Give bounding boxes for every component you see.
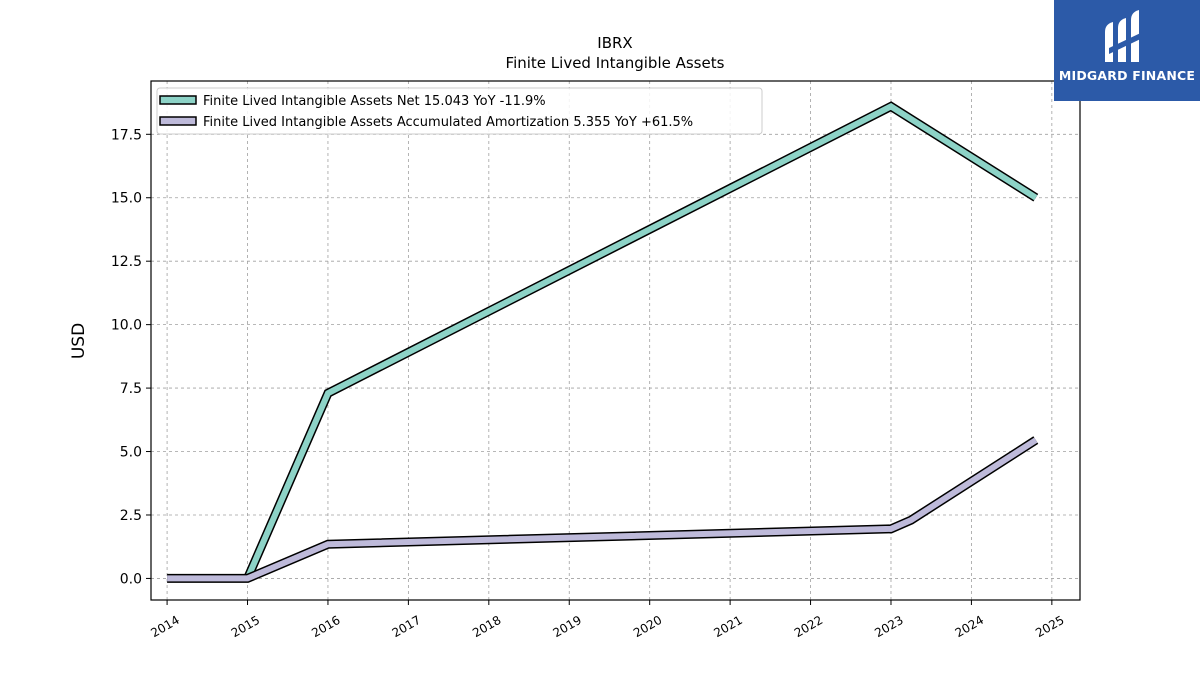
plot-frame (150, 80, 1081, 601)
legend-label: Finite Lived Intangible Assets Accumulat… (203, 115, 693, 130)
y-tick-label: 10.0 (111, 318, 142, 334)
logo-text: MIDGARD FINANCE (1058, 68, 1196, 83)
series-layer (167, 101, 1039, 583)
legend-swatch (159, 116, 197, 126)
x-tick-label: 2014 (148, 613, 181, 640)
brand-logo: MIDGARD FINANCE (1054, 0, 1200, 101)
y-tick-label: 12.5 (111, 254, 142, 270)
x-ticks: 2014 2015 2016 2017 2018 2019 2020 2021 2022 2023… (148, 600, 1067, 640)
y-tick-label: 5.0 (120, 445, 142, 461)
x-tick-label: 2021 (711, 613, 744, 640)
x-tick-label: 2017 (390, 613, 423, 640)
x-tick-label: 2025 (1033, 613, 1066, 640)
legend-swatch (159, 95, 197, 105)
x-tick-label: 2024 (953, 613, 986, 640)
x-tick-label: 2019 (551, 613, 584, 640)
series-line-2 (167, 437, 1038, 582)
series-line-1 (244, 102, 1038, 580)
x-tick-label: 2018 (470, 613, 503, 640)
x-tick-label: 2016 (309, 613, 342, 640)
logo-mark-icon (1105, 10, 1147, 62)
y-tick-label: 7.5 (120, 381, 142, 397)
legend: Finite Lived Intangible Assets Net 15.04… (156, 87, 763, 135)
series-line-outline (243, 101, 1039, 581)
x-tick-label: 2022 (792, 613, 825, 640)
legend-label: Finite Lived Intangible Assets Net 15.04… (203, 94, 546, 109)
chart-subtitle: Finite Lived Intangible Assets (506, 54, 725, 72)
chart-title: IBRX (597, 34, 632, 52)
x-tick-label: 2015 (229, 613, 262, 640)
y-tick-label: 15.0 (111, 191, 142, 207)
y-axis-label: USD (69, 323, 89, 359)
x-tick-label: 2020 (631, 613, 664, 640)
y-tick-label: 2.5 (120, 508, 142, 524)
x-tick-label: 2023 (872, 613, 905, 640)
grid (151, 81, 1080, 600)
y-tick-label: 0.0 (120, 571, 142, 587)
y-tick-label: 17.5 (111, 127, 142, 143)
legend-box (156, 87, 763, 135)
y-ticks: 0.0 2.5 5.0 7.5 10.0 12.5 15.0 17.5 (111, 127, 151, 587)
